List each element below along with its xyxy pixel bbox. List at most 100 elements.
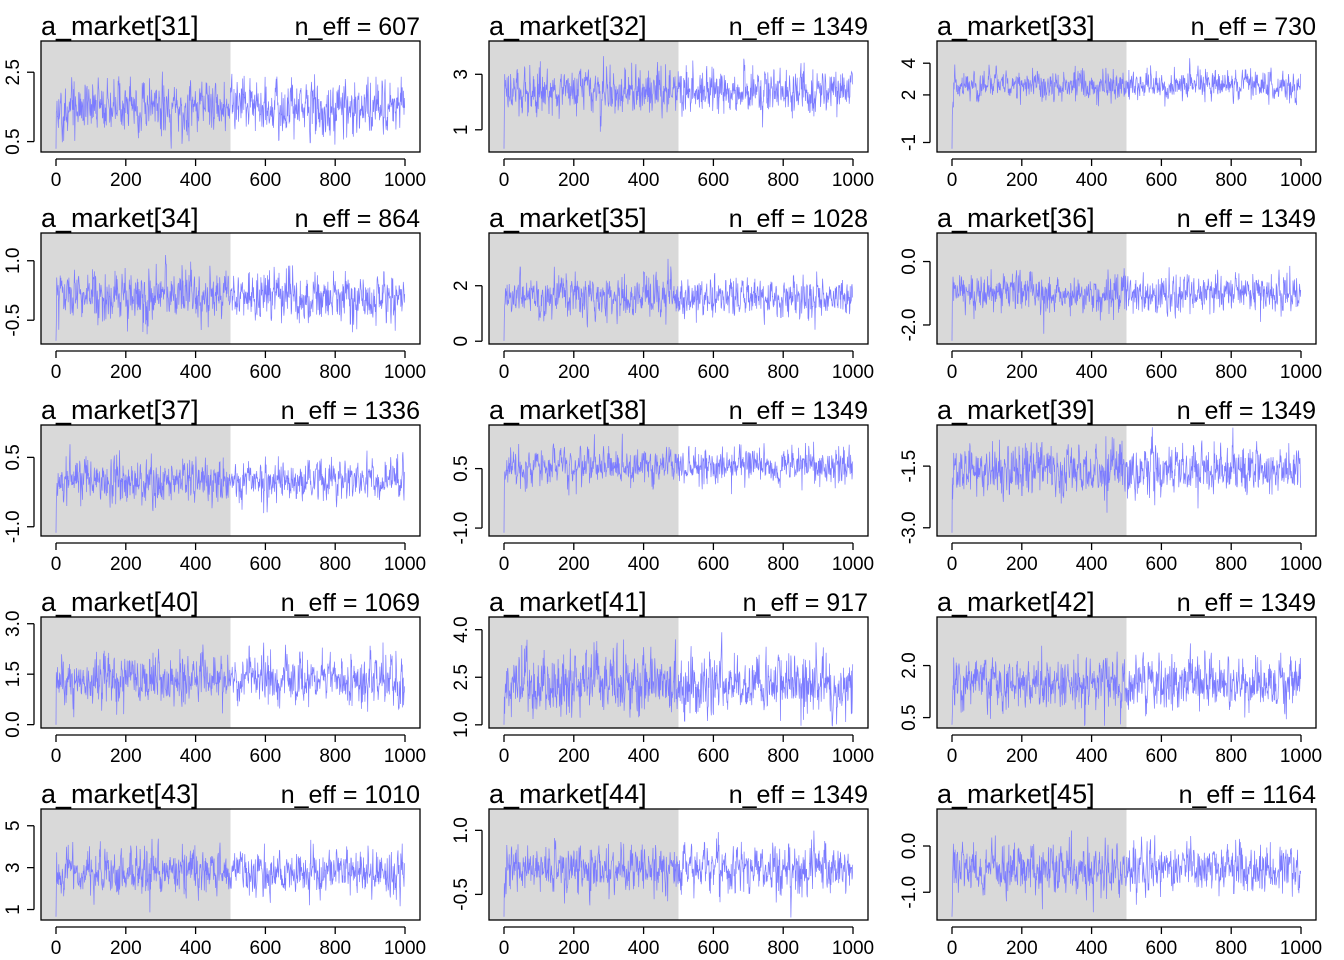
panel-title: a_market[38]: [489, 395, 647, 425]
plot-frame: [488, 40, 869, 153]
x-tick-label: 600: [250, 938, 282, 959]
x-tick-label: 0: [499, 746, 510, 767]
x-tick-label: 200: [558, 170, 590, 191]
x-tick-label: 200: [110, 170, 142, 191]
x-tick-label: 1000: [1280, 170, 1322, 191]
n-eff-label: n_eff = 1349: [1177, 397, 1316, 425]
x-tick-label: 400: [1076, 170, 1108, 191]
warmup-region: [937, 617, 1127, 728]
plot-frame: [936, 616, 1317, 729]
x-tick-label: 1000: [1280, 938, 1322, 959]
x-tick-label: 0: [51, 554, 62, 575]
x-tick-label: 1000: [384, 746, 426, 767]
panel-title: a_market[44]: [489, 779, 647, 809]
y-tick-label: 1: [3, 904, 24, 915]
x-tick-label: 1000: [832, 938, 874, 959]
warmup-region: [937, 41, 1127, 152]
x-tick-label: 800: [767, 170, 799, 191]
y-tick-label: 4: [899, 57, 920, 68]
x-tick-label: 400: [180, 170, 212, 191]
x-tick-label: 400: [1076, 746, 1108, 767]
plot-frame: [936, 808, 1317, 921]
x-tick-label: 1000: [832, 746, 874, 767]
x-tick-label: 400: [180, 554, 212, 575]
x-tick-label: 800: [319, 170, 351, 191]
trace-panel: 0 200 400 600 800 1000 -2.0 0.0 a_market[36] n_ef…: [899, 203, 1322, 383]
x-tick-label: 0: [499, 938, 510, 959]
x-tick-label: 0: [947, 362, 958, 383]
n-eff-label: n_eff = 1349: [729, 13, 868, 41]
x-tick-label: 600: [1146, 746, 1178, 767]
trace-line: [503, 830, 854, 918]
y-tick-label: -1.5: [899, 450, 920, 483]
trace-panel: 0 200 400 600 800 1000 -1.0 0.5 a_market[37] n_ef…: [3, 395, 426, 575]
x-tick-label: 200: [1006, 362, 1038, 383]
y-tick-label: 1.5: [3, 661, 24, 687]
warmup-region: [41, 617, 231, 728]
x-tick-label: 400: [180, 938, 212, 959]
y-tick-label: 4.0: [451, 616, 472, 642]
plot-frame: [40, 40, 421, 153]
x-tick-label: 800: [319, 746, 351, 767]
n-eff-label: n_eff = 864: [295, 205, 420, 233]
trace-panel: 0 200 400 600 800 1000 -1.0 0.0 a_market[45] n_ef…: [899, 779, 1322, 959]
x-tick-label: 600: [698, 362, 730, 383]
x-tick-label: 1000: [1280, 746, 1322, 767]
x-tick-label: 600: [250, 746, 282, 767]
x-tick-label: 200: [558, 554, 590, 575]
trace-line: [951, 830, 1302, 917]
y-tick-label: 1.0: [451, 817, 472, 843]
panel-title: a_market[36]: [937, 203, 1095, 233]
x-tick-label: 200: [110, 746, 142, 767]
x-tick-label: 1000: [832, 554, 874, 575]
plot-frame: [40, 424, 421, 537]
x-tick-label: 600: [698, 938, 730, 959]
y-tick-label: 0.5: [3, 444, 24, 470]
panel-title: a_market[34]: [41, 203, 199, 233]
x-tick-label: 800: [1215, 170, 1247, 191]
y-tick-label: 2.5: [3, 59, 24, 85]
plot-frame: [936, 424, 1317, 537]
n-eff-label: n_eff = 917: [743, 589, 868, 617]
trace-line: [503, 433, 854, 533]
trace-line: [55, 838, 406, 917]
n-eff-label: n_eff = 1349: [729, 781, 868, 809]
x-tick-label: 600: [698, 746, 730, 767]
plot-frame: [488, 424, 869, 537]
x-tick-label: 600: [250, 554, 282, 575]
x-tick-label: 800: [767, 938, 799, 959]
x-tick-label: 200: [110, 938, 142, 959]
x-tick-label: 1000: [1280, 362, 1322, 383]
n-eff-label: n_eff = 1164: [1179, 781, 1316, 809]
x-tick-label: 0: [947, 554, 958, 575]
x-tick-label: 400: [628, 362, 660, 383]
n-eff-label: n_eff = 1349: [1177, 205, 1316, 233]
plot-frame: [936, 40, 1317, 153]
x-tick-label: 600: [250, 362, 282, 383]
y-tick-label: 3.0: [3, 611, 24, 637]
trace-line: [55, 444, 406, 533]
n-eff-label: n_eff = 1028: [729, 205, 868, 233]
x-tick-label: 800: [1215, 554, 1247, 575]
trace-line: [951, 427, 1302, 533]
x-tick-label: 0: [499, 554, 510, 575]
panel-title: a_market[33]: [937, 11, 1095, 41]
y-tick-label: -1: [899, 134, 920, 151]
y-tick-label: 2: [451, 280, 472, 291]
x-tick-label: 200: [1006, 554, 1038, 575]
trace-line: [55, 642, 406, 725]
trace-panel: 0 200 400 600 800 1000 0.0 1.5 3.0 a_market[40] n_…: [3, 587, 426, 767]
trace-line: [951, 265, 1302, 341]
y-tick-label: -0.5: [451, 878, 472, 911]
x-tick-label: 600: [1146, 938, 1178, 959]
y-tick-label: 0.5: [899, 704, 920, 730]
n-eff-label: n_eff = 730: [1191, 13, 1316, 41]
x-tick-label: 1000: [832, 170, 874, 191]
panel-title: a_market[39]: [937, 395, 1095, 425]
x-tick-label: 0: [51, 938, 62, 959]
x-tick-label: 0: [51, 362, 62, 383]
x-tick-label: 400: [1076, 938, 1108, 959]
x-tick-label: 200: [558, 746, 590, 767]
panel-title: a_market[42]: [937, 587, 1095, 617]
panel-title: a_market[43]: [41, 779, 199, 809]
